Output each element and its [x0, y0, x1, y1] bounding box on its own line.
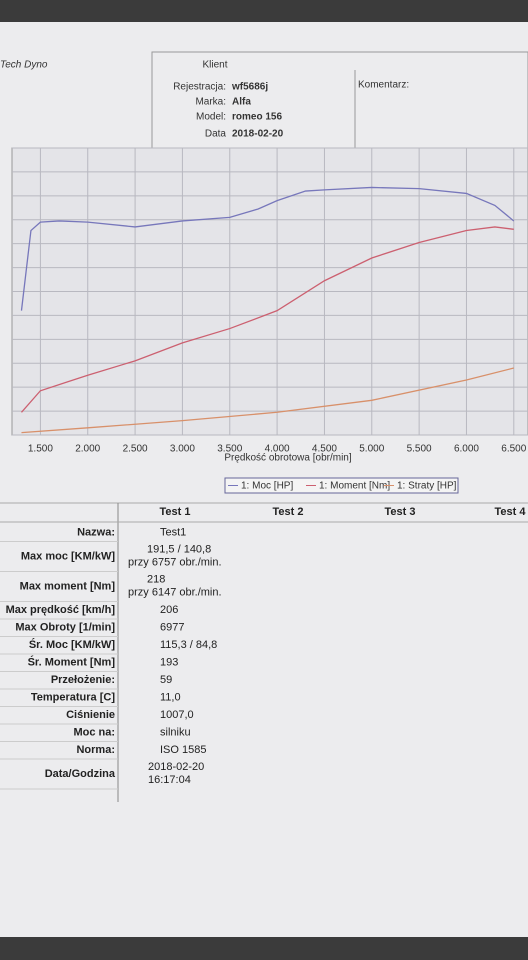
cell-value: 11,0 — [160, 692, 181, 704]
client-title: Klient — [202, 60, 227, 71]
field-value: Alfa — [232, 97, 251, 108]
row-label: Data/Godzina — [45, 768, 116, 780]
series-line — [20, 186, 515, 311]
cell-value: przy 6757 obr./min. — [128, 556, 222, 568]
field-label: Data — [205, 129, 227, 140]
x-tick-label: 3.500 — [217, 444, 242, 455]
x-tick-label: 6.500 — [501, 444, 526, 455]
cell-value: 115,3 / 84,8 — [160, 639, 217, 651]
x-tick-label: 6.000 — [454, 444, 479, 455]
comment-label: Komentarz: — [358, 80, 409, 91]
column-header: Test 3 — [385, 506, 416, 518]
cell-value: 218 — [147, 573, 165, 585]
series-line — [20, 226, 514, 413]
legend-entry: 1: Moment [Nm] — [319, 481, 390, 492]
cell-value: Test1 — [160, 527, 186, 539]
cell-value: 191,5 / 140,8 — [147, 543, 211, 555]
column-header: Test 4 — [495, 506, 527, 518]
x-tick-label: 4.500 — [312, 444, 337, 455]
row-label: Ciśnienie — [66, 709, 115, 721]
field-label: Model: — [196, 112, 226, 123]
row-label: Temperatura [C] — [31, 692, 115, 704]
brand: Tech Dyno — [0, 60, 48, 71]
field-value: romeo 156 — [232, 112, 282, 123]
x-tick-label: 2.000 — [75, 444, 100, 455]
cell-value: 206 — [160, 604, 178, 616]
legend-box — [224, 477, 459, 494]
row-label: Śr. Moc [KM/kW] — [29, 638, 116, 651]
field-value: wf5686j — [231, 82, 268, 93]
legend-entry: 1: Moc [HP] — [241, 481, 293, 492]
x-tick-label: 4.000 — [265, 444, 290, 455]
row-label: Nazwa: — [77, 527, 115, 539]
x-tick-label: 1.500 — [28, 444, 53, 455]
cell-value: 59 — [160, 674, 172, 686]
cell-value: ISO 1585 — [160, 744, 206, 756]
x-tick-label: 5.000 — [359, 444, 384, 455]
cell-value: silniku — [160, 727, 191, 739]
field-label: Marka: — [195, 97, 226, 108]
cell-value: przy 6147 obr./min. — [128, 586, 222, 598]
row-label: Max prędkość [km/h] — [6, 604, 116, 616]
cell-value: 16:17:04 — [148, 774, 191, 786]
series-line — [21, 367, 514, 434]
field-value: 2018-02-20 — [232, 129, 284, 140]
legend-entry: 1: Straty [HP] — [397, 481, 457, 492]
x-tick-label: 5.500 — [407, 444, 432, 455]
row-label: Max Obroty [1/min] — [15, 622, 115, 634]
cell-value: 193 — [160, 657, 178, 669]
row-label: Moc na: — [73, 727, 115, 739]
row-label: Śr. Moment [Nm] — [28, 656, 116, 669]
column-header: Test 2 — [273, 506, 304, 518]
row-label: Max moc [KM/kW] — [21, 550, 115, 562]
field-label: Rejestracja: — [173, 82, 226, 93]
x-axis-label: Prędkość obrotowa [obr/min] — [224, 453, 352, 464]
x-tick-label: 3.000 — [170, 444, 195, 455]
cell-value: 2018-02-20 — [148, 761, 204, 773]
row-label: Max moment [Nm] — [20, 580, 116, 592]
row-label: Norma: — [76, 744, 115, 756]
cell-value: 1007,0 — [160, 709, 194, 721]
column-header: Test 1 — [160, 506, 191, 518]
row-label: Przełożenie: — [51, 674, 115, 686]
x-tick-label: 2.500 — [123, 444, 148, 455]
cell-value: 6977 — [160, 622, 184, 634]
